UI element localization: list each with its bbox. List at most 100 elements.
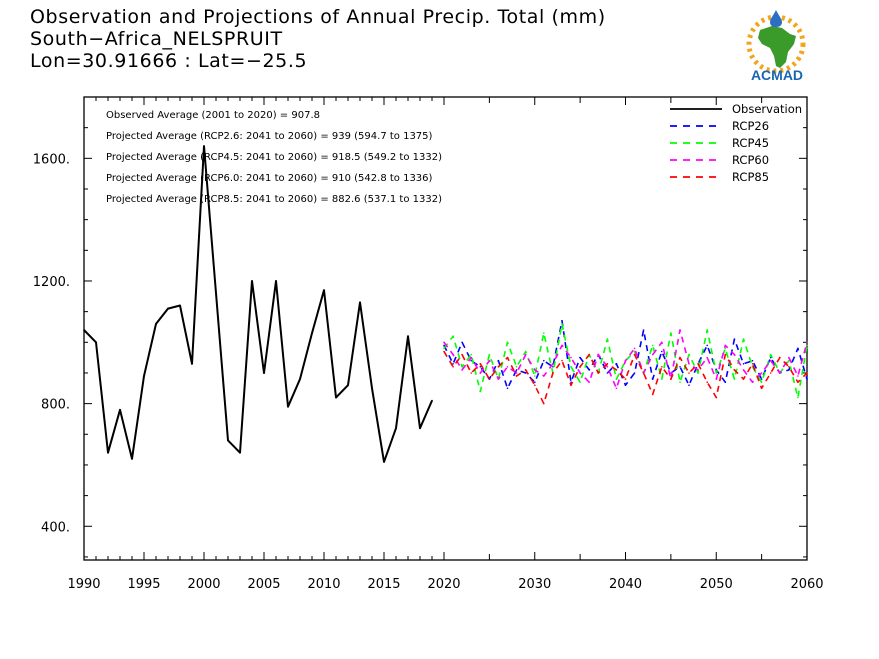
data-point-rcp60 <box>552 363 554 365</box>
data-point-rcp26 <box>688 384 690 387</box>
data-point-rcp26 <box>543 359 545 362</box>
data-point-rcp85 <box>788 366 790 368</box>
data-point-rcp26 <box>561 320 563 322</box>
data-point-rcp60 <box>624 359 627 362</box>
data-point-rcp26 <box>506 387 509 390</box>
data-point-rcp26 <box>470 359 473 362</box>
data-point-rcp26 <box>797 347 799 350</box>
data-point-observation <box>227 439 229 442</box>
legend-label: RCP85 <box>732 170 769 184</box>
legend-label: RCP26 <box>732 119 769 133</box>
data-point-observation <box>311 332 313 334</box>
data-point-rcp45 <box>506 341 509 344</box>
data-point-rcp26 <box>733 338 736 341</box>
data-point-rcp26 <box>443 344 445 347</box>
data-point-rcp85 <box>443 350 445 353</box>
data-point-rcp85 <box>742 378 745 380</box>
data-point-rcp85 <box>697 363 699 365</box>
data-point-rcp45 <box>515 366 518 368</box>
data-point-rcp45 <box>479 390 482 393</box>
data-point-rcp85 <box>488 378 491 380</box>
data-point-rcp60 <box>688 363 690 365</box>
data-point-observation <box>167 307 169 310</box>
x-tick-label: 2040 <box>609 577 642 592</box>
data-point-rcp60 <box>461 369 463 371</box>
data-point-rcp45 <box>688 353 690 356</box>
data-point-observation <box>383 461 385 463</box>
data-point-rcp45 <box>651 344 654 347</box>
axes: 400. 800. 1200. 1600. 1990 1995 2000 2005 2010 20… <box>33 96 824 592</box>
data-point-observation <box>407 335 409 338</box>
data-point-rcp85 <box>624 378 627 380</box>
data-point-rcp26 <box>724 381 727 384</box>
data-point-rcp60 <box>742 369 745 371</box>
data-point-rcp45 <box>443 347 445 350</box>
data-point-rcp85 <box>597 372 600 374</box>
x-tick-label: 2030 <box>518 577 551 592</box>
data-point-rcp60 <box>724 344 727 347</box>
data-point-rcp26 <box>651 378 654 380</box>
data-point-rcp45 <box>670 332 672 334</box>
water-drop-icon <box>770 10 782 27</box>
data-point-rcp45 <box>470 353 473 356</box>
data-point-rcp60 <box>679 329 681 331</box>
data-point-rcp60 <box>515 372 518 374</box>
data-point-rcp60 <box>506 366 509 368</box>
data-point-rcp26 <box>534 381 536 384</box>
data-point-rcp85 <box>615 369 618 371</box>
data-point-observation <box>83 329 85 331</box>
data-point-rcp60 <box>760 372 763 374</box>
data-point-rcp45 <box>561 323 563 325</box>
x-tick-label: 2005 <box>247 577 280 592</box>
data-point-rcp45 <box>697 372 699 374</box>
data-point-rcp85 <box>543 402 545 405</box>
data-point-observation <box>347 384 349 387</box>
data-point-observation <box>203 145 205 147</box>
data-point-rcp45 <box>606 338 609 341</box>
y-tick-label: 1600. <box>33 152 70 167</box>
data-point-rcp85 <box>797 381 799 384</box>
data-point-rcp60 <box>751 381 754 384</box>
data-point-observation <box>275 280 277 282</box>
data-point-rcp45 <box>742 338 745 341</box>
y-tick-label: 400. <box>41 520 70 535</box>
data-point-rcp85 <box>497 366 500 368</box>
data-point-rcp60 <box>706 356 708 359</box>
data-point-rcp26 <box>624 384 627 387</box>
data-point-rcp45 <box>570 366 572 368</box>
data-point-observation <box>95 341 97 344</box>
data-point-observation <box>335 396 337 399</box>
data-point-rcp85 <box>534 384 536 387</box>
data-point-observation <box>263 372 265 374</box>
data-point-observation <box>431 399 433 402</box>
data-point-rcp45 <box>633 350 636 353</box>
stat-line: Projected Average (RCP4.5: 2041 to 2060)… <box>106 152 442 163</box>
data-point-rcp85 <box>552 372 554 374</box>
data-point-observation <box>359 301 361 304</box>
x-tick-label: 2050 <box>700 577 733 592</box>
data-point-rcp26 <box>606 372 609 374</box>
data-point-rcp45 <box>733 378 736 380</box>
data-point-observation <box>179 304 181 307</box>
data-point-observation <box>107 451 109 454</box>
data-point-rcp60 <box>570 356 572 359</box>
data-point-rcp60 <box>543 375 545 377</box>
data-point-rcp85 <box>688 372 690 374</box>
data-point-rcp45 <box>488 353 491 356</box>
data-point-rcp60 <box>633 347 636 350</box>
data-point-rcp85 <box>606 363 609 365</box>
data-point-rcp60 <box>797 375 799 377</box>
data-point-rcp60 <box>715 378 718 380</box>
data-point-rcp85 <box>452 366 454 368</box>
legend-label: Observation <box>732 102 802 116</box>
data-point-observation <box>371 387 373 390</box>
series-line-rcp45 <box>443 323 808 399</box>
data-point-rcp26 <box>706 344 708 347</box>
data-point-rcp85 <box>479 363 482 365</box>
data-point-rcp26 <box>760 378 763 380</box>
data-point-rcp60 <box>452 353 454 356</box>
data-point-rcp26 <box>452 363 454 365</box>
data-point-rcp60 <box>733 353 736 356</box>
x-tick-label: 2020 <box>427 577 460 592</box>
